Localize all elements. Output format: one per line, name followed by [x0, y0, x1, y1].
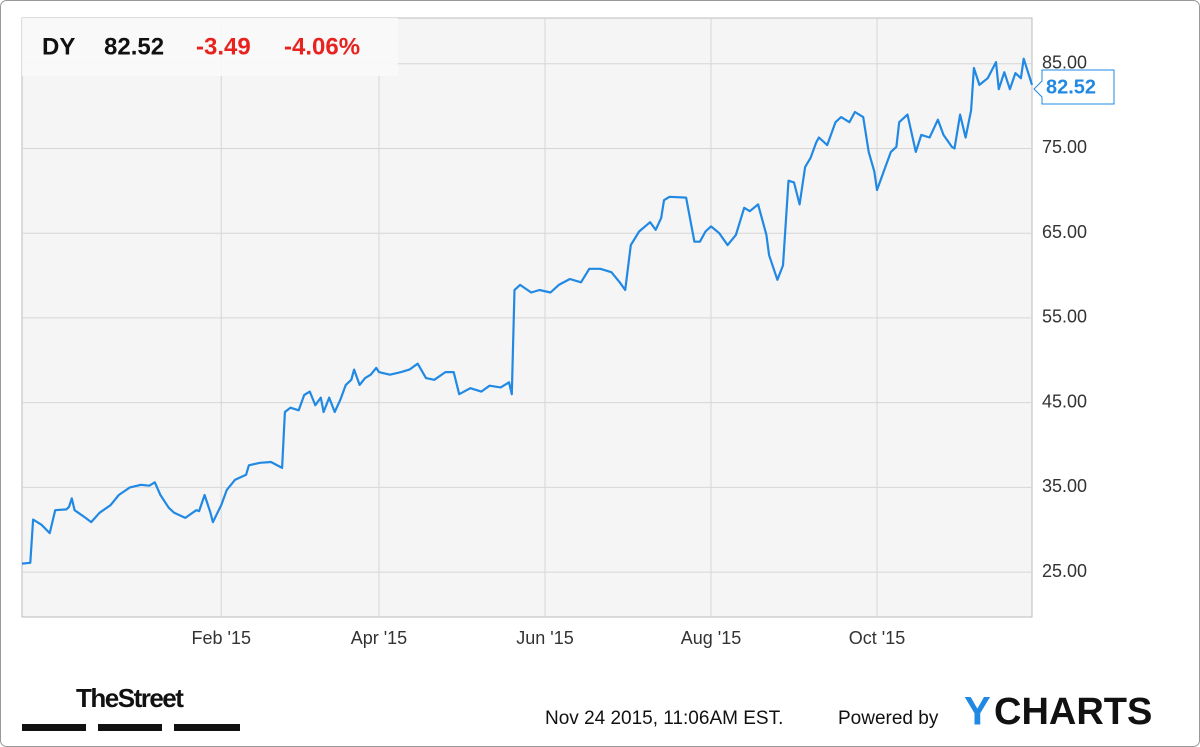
x-tick-label: Apr '15 — [351, 628, 407, 648]
price-line — [21, 57, 1034, 565]
powered-by: Powered by — [838, 708, 939, 729]
logo-bar — [22, 724, 86, 731]
price: 82.52 — [104, 33, 164, 60]
timestamp: Nov 24 2015, 11:06AM EST. — [545, 708, 783, 729]
change: -3.49 — [196, 33, 251, 60]
price-tag-label: 82.52 — [1046, 76, 1096, 98]
y-tick-label: 35.00 — [1042, 476, 1087, 496]
logo-bar — [174, 724, 240, 731]
y-tick-label: 55.00 — [1042, 307, 1087, 327]
x-tick-label: Aug '15 — [681, 628, 742, 648]
source-logo: TheStreet — [76, 683, 184, 713]
header-box — [22, 18, 398, 76]
x-tick-label: Oct '15 — [849, 628, 905, 648]
x-tick-label: Feb '15 — [191, 628, 250, 648]
brand-y: Y — [964, 690, 991, 734]
y-tick-label: 25.00 — [1042, 561, 1087, 581]
price-tag — [1033, 69, 1115, 105]
x-tick-label: Jun '15 — [516, 628, 573, 648]
ticker: DY — [42, 33, 75, 60]
y-tick-label: 65.00 — [1042, 222, 1087, 242]
y-tick-label: 75.00 — [1042, 137, 1087, 157]
y-tick-label: 85.00 — [1042, 53, 1087, 73]
change-pct: -4.06% — [284, 33, 360, 60]
logo-bar — [98, 724, 162, 731]
y-tick-label: 45.00 — [1042, 391, 1087, 411]
brand-rest: CHARTS — [994, 691, 1152, 733]
